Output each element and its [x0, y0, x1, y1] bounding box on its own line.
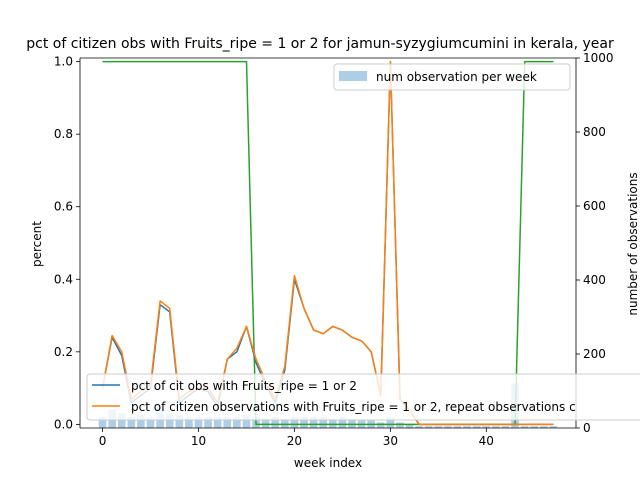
series-line-2 — [101, 60, 554, 426]
bar-3 — [127, 416, 136, 428]
bar-26 — [348, 418, 356, 428]
axes-layer — [79, 57, 577, 429]
y-tick-label-0.8: 0.8 — [54, 127, 73, 141]
bar-34 — [424, 426, 433, 428]
bar-9 — [185, 416, 193, 428]
bar-21 — [300, 416, 308, 428]
bar-11 — [204, 416, 212, 428]
y-tick-label-1: 1.0 — [54, 55, 73, 69]
y2-tick-label-600: 600 — [583, 199, 606, 213]
bar-20 — [290, 416, 299, 428]
legend-series-2-label: pct of citizen observations with Fruits_… — [131, 400, 576, 414]
bar-15 — [242, 415, 251, 428]
x-tick-label-0: 0 — [99, 434, 107, 448]
x-tick-label-10: 10 — [191, 434, 206, 448]
bar-24 — [328, 418, 337, 428]
series-line-1 — [101, 60, 554, 426]
bar-19 — [280, 418, 289, 428]
bar-41 — [492, 426, 500, 428]
bar-17 — [261, 418, 270, 428]
bar-42 — [501, 426, 510, 428]
y2-axis-label: number of observations — [626, 172, 640, 315]
y-axis-label: percent — [30, 221, 44, 267]
bar-18 — [271, 416, 280, 428]
legend-bar-swatch — [339, 71, 367, 81]
bar-44 — [520, 426, 529, 428]
bar-45 — [530, 426, 539, 428]
bar-37 — [453, 426, 462, 428]
ticks-layer: 0 10 20 30 40 0.0 0.2 0.4 0.6 0.8 1.0 0 200 400 600 800… — [54, 51, 614, 448]
chart-title: pct of citizen obs with Fruits_ripe = 1 … — [26, 36, 614, 52]
bar-14 — [233, 416, 241, 428]
y-tick-label-0: 0.0 — [54, 417, 73, 431]
y2-tick-label-0: 0 — [583, 421, 591, 435]
y-tick-label-0.2: 0.2 — [54, 345, 73, 359]
x-tick-label-30: 30 — [383, 434, 398, 448]
bar-22 — [309, 416, 318, 428]
bar-35 — [434, 426, 443, 428]
bar-46 — [540, 426, 548, 428]
y2-tick-label-800: 800 — [583, 125, 606, 139]
y2-tick-label-200: 200 — [583, 347, 606, 361]
bar-38 — [463, 426, 471, 428]
x-tick-label-20: 20 — [287, 434, 302, 448]
bar-39 — [472, 426, 481, 428]
bar-32 — [405, 424, 414, 428]
legend-lower: pct of cit obs with Fruits_ripe = 1 or 2… — [86, 373, 640, 421]
y-tick-label-0.4: 0.4 — [54, 272, 73, 286]
bar-7 — [165, 413, 174, 428]
y-tick-label-0.6: 0.6 — [54, 200, 73, 214]
y2-tick-label-1000: 1000 — [583, 51, 614, 65]
bar-23 — [319, 416, 328, 428]
bar-31 — [396, 422, 404, 428]
x-tick-label-40: 40 — [479, 434, 494, 448]
bar-12 — [213, 416, 222, 428]
bar-29 — [376, 422, 385, 428]
x-axis-label: week index — [294, 456, 362, 470]
bar-33 — [415, 426, 423, 428]
bar-40 — [482, 426, 491, 428]
lines-layer — [101, 60, 554, 426]
bar-10 — [194, 416, 203, 428]
legend-bar-label: num observation per week — [376, 70, 537, 84]
legend-upper: num observation per week — [333, 63, 571, 91]
bar-25 — [338, 416, 347, 428]
bar-36 — [444, 426, 452, 428]
legend-series-1-label: pct of cit obs with Fruits_ripe = 1 or 2 — [131, 379, 357, 393]
bar-5 — [146, 416, 155, 428]
bar-0 — [98, 416, 107, 428]
bar-47 — [549, 426, 558, 428]
bar-30 — [386, 416, 395, 428]
series-line-3 — [102, 60, 554, 426]
y2-tick-label-400: 400 — [583, 273, 606, 287]
bar-2 — [117, 413, 126, 428]
bar-4 — [137, 415, 145, 428]
bar-8 — [175, 415, 184, 428]
bar-13 — [223, 416, 232, 428]
